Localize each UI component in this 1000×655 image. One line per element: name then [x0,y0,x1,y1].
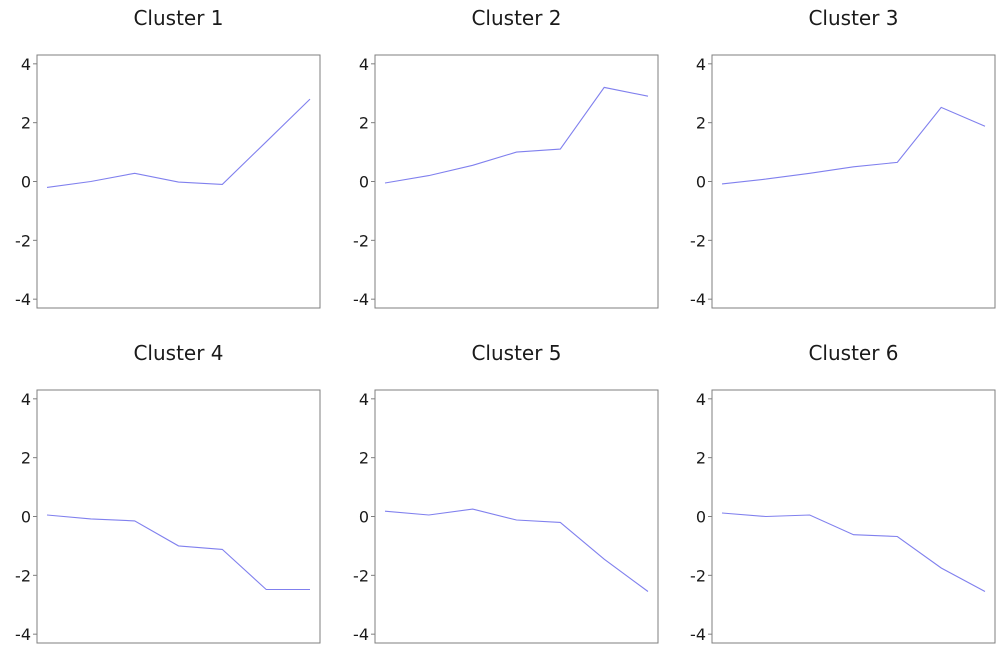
y-tick-label: -2 [690,566,706,585]
plot-frame [36,54,321,309]
y-tick-label: 2 [359,114,369,133]
y-tick-label: 0 [359,173,369,192]
y-tick-label: -4 [353,290,369,309]
y-tick-label: 2 [21,449,31,468]
y-tick-label: 0 [21,508,31,527]
chart-title: Cluster 5 [471,341,561,365]
series-line [721,512,986,592]
plot-frame [711,389,996,644]
series-line [46,98,311,188]
y-tick-label: 2 [696,449,706,468]
y-tick-label: 0 [359,508,369,527]
chart-panel-2: Cluster 2 4 2 0 -2 -4 [353,6,659,309]
y-tick-label: 4 [21,55,31,74]
chart-panel-3: Cluster 3 4 2 0 -2 -4 [690,6,996,309]
chart-panel-1: Cluster 1 4 2 0 -2 -4 [15,6,321,309]
y-tick-label: 0 [696,508,706,527]
chart-title: Cluster 4 [133,341,223,365]
chart-title: Cluster 2 [471,6,561,30]
chart-panel-6: Cluster 6 4 2 0 -2 -4 [690,341,996,644]
y-tick-label: 4 [359,55,369,74]
y-tick-label: -2 [15,231,31,250]
y-tick-label: -2 [690,231,706,250]
chart-panel-5: Cluster 5 4 2 0 -2 -4 [353,341,659,644]
y-tick-label: -4 [690,625,706,644]
plot-frame [711,54,996,309]
y-tick-label: 2 [21,114,31,133]
chart-title: Cluster 3 [808,6,898,30]
y-tick-label: 4 [21,390,31,409]
plot-frame [374,54,659,309]
y-tick-label: -2 [353,566,369,585]
chart-title: Cluster 6 [808,341,898,365]
y-tick-label: 4 [696,390,706,409]
plot-frame [36,389,321,644]
chart-panel-4: Cluster 4 4 2 0 -2 -4 [15,341,321,644]
y-tick-label: 4 [696,55,706,74]
y-tick-label: 2 [359,449,369,468]
series-line [384,508,649,592]
y-tick-label: 2 [696,114,706,133]
y-tick-label: -4 [690,290,706,309]
y-tick-label: 4 [359,390,369,409]
y-tick-label: -4 [15,625,31,644]
series-line [721,106,986,185]
y-tick-label: -4 [15,290,31,309]
y-tick-label: -2 [353,231,369,250]
y-tick-label: -4 [353,625,369,644]
y-tick-label: 0 [21,173,31,192]
chart-title: Cluster 1 [133,6,223,30]
y-tick-label: 0 [696,173,706,192]
series-line [46,514,310,591]
plot-frame [374,389,659,644]
series-line [384,86,649,184]
y-tick-label: -2 [15,566,31,585]
